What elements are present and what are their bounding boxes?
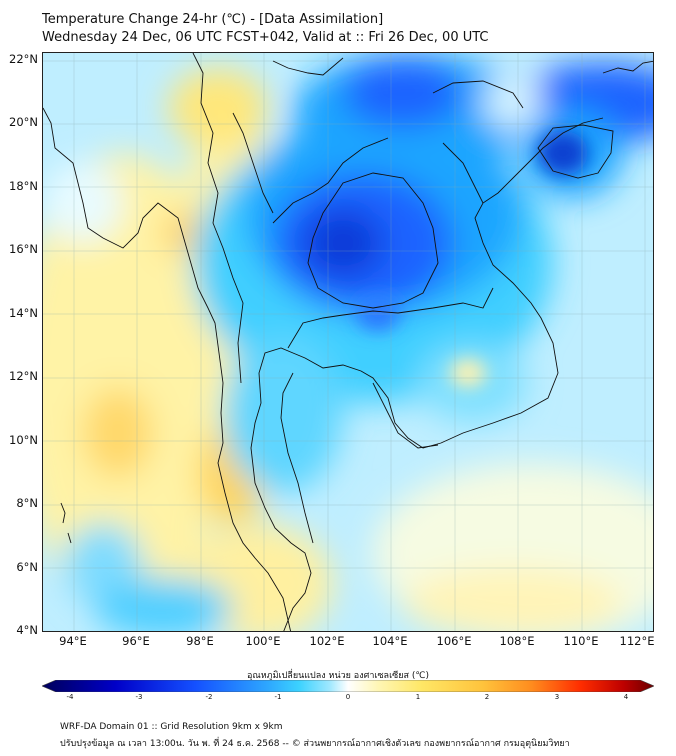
lat-label: 8°N [16, 496, 38, 510]
colorbar-tick: -4 [66, 693, 74, 701]
lon-label: 94°E [59, 634, 87, 648]
colorbar-tick: 1 [415, 693, 421, 701]
lat-label: 10°N [9, 433, 38, 447]
colorbar-tick: -3 [135, 693, 143, 701]
grid-lines [43, 53, 653, 631]
colorbar-tick: -2 [205, 693, 213, 701]
lon-label: 100°E [245, 634, 281, 648]
colorbar-label: อุณหภูมิเปลี่ยนแปลง หน่วย องศาเซลเซียส (… [246, 671, 430, 681]
footer-resolution: WRF-DA Domain 01 :: Grid Resolution 9km … [60, 722, 283, 732]
footer-credit: ปรับปรุงข้อมูล ณ เวลา 13:00น. วัน พ. ที่… [60, 739, 570, 749]
colorbar-tick: 0 [345, 693, 351, 701]
lat-label: 18°N [9, 179, 38, 193]
lat-label: 14°N [9, 306, 38, 320]
lon-label: 110°E [563, 634, 599, 648]
colorbar [42, 680, 654, 692]
lon-label: 96°E [122, 634, 150, 648]
coastlines [43, 53, 653, 631]
lat-label: 16°N [9, 242, 38, 256]
colorbar-tick: 2 [484, 693, 490, 701]
lon-label: 104°E [372, 634, 408, 648]
colorbar-tick: -1 [274, 693, 282, 701]
lat-label: 4°N [16, 623, 38, 637]
lat-label: 12°N [9, 369, 38, 383]
temperature-field [43, 53, 653, 631]
lon-label: 98°E [186, 634, 214, 648]
lat-label: 22°N [9, 52, 38, 66]
lon-label: 112°E [619, 634, 655, 648]
lon-label: 106°E [436, 634, 472, 648]
lat-label: 6°N [16, 560, 38, 574]
map-subtitle: Wednesday 24 Dec, 06 UTC FCST+042, Valid… [42, 30, 489, 45]
colorbar-tick: 4 [623, 693, 629, 701]
map-title: Temperature Change 24-hr (℃) - [Data Ass… [42, 12, 384, 27]
temperature-change-map [42, 52, 654, 632]
lat-label: 20°N [9, 115, 38, 129]
cold-spots [356, 131, 588, 387]
colorbar-tick: 3 [554, 693, 560, 701]
lon-label: 102°E [309, 634, 345, 648]
map-canvas [43, 53, 653, 631]
lon-label: 108°E [499, 634, 535, 648]
